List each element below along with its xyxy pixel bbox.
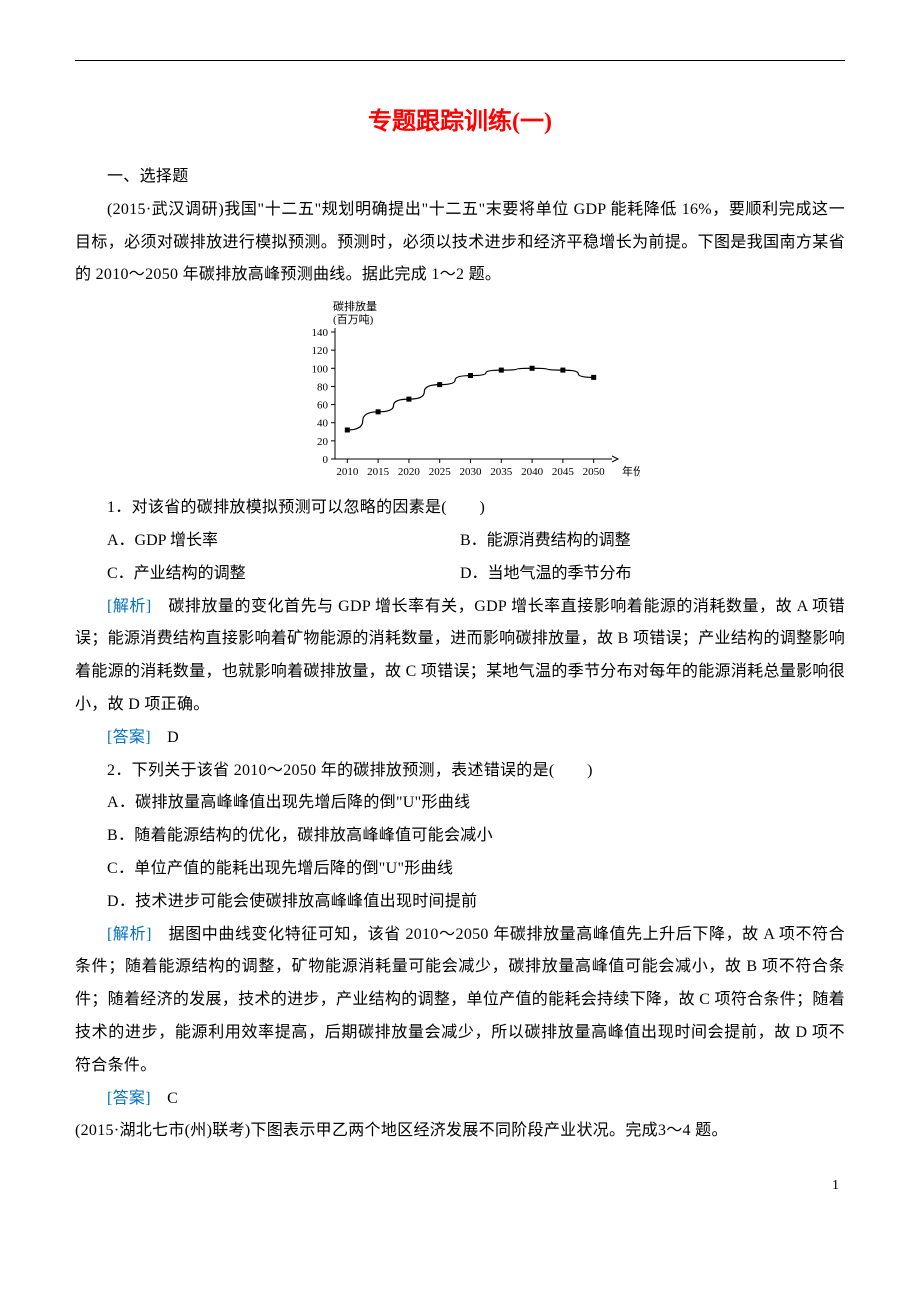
q2-explain-text: 据图中曲线变化特征可知，该省 2010～2050 年碳排放量高峰值先上升后下降，… [75,926,845,1074]
svg-text:2040: 2040 [521,466,544,478]
q1-explain-label: [解析] [107,598,168,615]
svg-text:2020: 2020 [398,466,421,478]
svg-text:2015: 2015 [367,466,390,478]
q2-option-b: B．随着能源结构的优化，碳排放高峰峰值可能会减小 [75,820,845,853]
svg-text:80: 80 [317,382,329,394]
svg-text:0: 0 [323,454,329,466]
q1-stem: 1．对该省的碳排放模拟预测可以忽略的因素是( ) [75,492,845,525]
svg-text:60: 60 [317,400,329,412]
svg-text:年份: 年份 [622,464,640,478]
svg-text:40: 40 [317,418,329,430]
svg-text:2045: 2045 [552,466,575,478]
q2-explanation: [解析] 据图中曲线变化特征可知，该省 2010～2050 年碳排放量高峰值先上… [75,919,845,1083]
emission-chart-svg: 碳排放量(百万吨)0204060801001201402010201520202… [280,296,640,481]
q2-answer: [答案] C [75,1083,845,1116]
q1-option-a: A．GDP 增长率 [75,525,460,558]
svg-text:2050: 2050 [583,466,606,478]
passage-2: (2015·湖北七市(州)联考)下图表示甲乙两个地区经济发展不同阶段产业状况。完… [75,1115,845,1148]
q1-explanation: [解析] 碳排放量的变化首先与 GDP 增长率有关，GDP 增长率直接影响着能源… [75,591,845,722]
q2-stem: 2．下列关于该省 2010～2050 年的碳排放预测，表述错误的是( ) [75,755,845,788]
q1-answer: [答案] D [75,722,845,755]
page-title: 专题跟踪训练(一) [75,101,845,136]
emission-chart: 碳排放量(百万吨)0204060801001201402010201520202… [75,296,845,486]
q1-option-d: D．当地气温的季节分布 [460,558,845,591]
svg-text:120: 120 [312,345,329,357]
svg-text:(百万吨): (百万吨) [333,313,374,326]
svg-text:20: 20 [317,436,329,448]
section-heading: 一、选择题 [75,161,845,194]
q1-answer-label: [答案] [107,729,167,746]
q2-answer-label: [答案] [107,1090,167,1107]
passage-1: (2015·武汉调研)我国"十二五"规划明确提出"十二五"末要将单位 GDP 能… [75,194,845,292]
q2-answer-text: C [167,1090,178,1107]
q1-option-c: C．产业结构的调整 [75,558,460,591]
q2-option-c: C．单位产值的能耗出现先增后降的倒"U"形曲线 [75,853,845,886]
svg-text:碳排放量: 碳排放量 [333,299,377,313]
q1-explain-text: 碳排放量的变化首先与 GDP 增长率有关，GDP 增长率直接影响着能源的消耗数量… [75,598,845,713]
q1-row-cd: C．产业结构的调整 D．当地气温的季节分布 [75,558,845,591]
document-page: 专题跟踪训练(一) 一、选择题 (2015·武汉调研)我国"十二五"规划明确提出… [0,0,920,1214]
q1-option-b: B．能源消费结构的调整 [460,525,845,558]
svg-text:140: 140 [312,327,329,339]
svg-text:100: 100 [312,363,329,375]
q1-row-ab: A．GDP 增长率 B．能源消费结构的调整 [75,525,845,558]
svg-text:2025: 2025 [429,466,452,478]
svg-text:2035: 2035 [490,466,513,478]
svg-text:2030: 2030 [460,466,483,478]
top-rule [75,60,845,61]
q2-option-a: A．碳排放量高峰峰值出现先增后降的倒"U"形曲线 [75,787,845,820]
q2-explain-label: [解析] [107,926,169,943]
q2-option-d: D．技术进步可能会使碳排放高峰峰值出现时间提前 [75,886,845,919]
page-number: 1 [75,1178,845,1194]
svg-text:2010: 2010 [336,466,359,478]
q1-answer-text: D [167,729,179,746]
